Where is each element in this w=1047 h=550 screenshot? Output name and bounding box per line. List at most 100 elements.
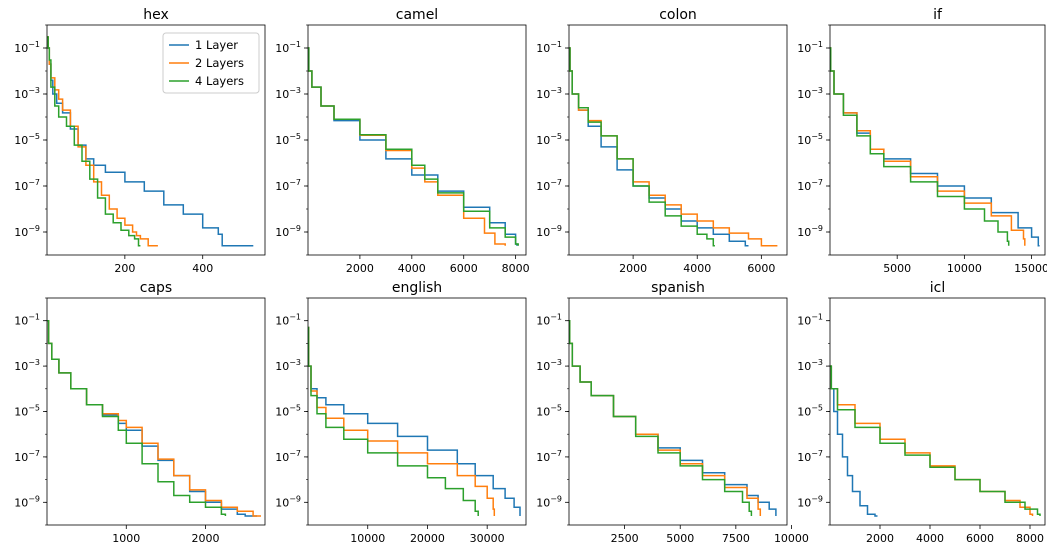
y-tick-label: 10−5 bbox=[797, 132, 823, 147]
x-tick-label: 2000 bbox=[346, 262, 374, 275]
series-line-2-layers bbox=[830, 47, 1026, 246]
x-tick-label: 20000 bbox=[410, 532, 445, 545]
x-tick-label: 2000 bbox=[866, 532, 894, 545]
subplot-camel: camel 10−1 10−3 10−5 10−7 10−9 2000 4000 6000 800… bbox=[275, 7, 529, 275]
subplot-title: hex bbox=[143, 7, 169, 23]
y-tick-label: 10−7 bbox=[14, 178, 40, 193]
y-tick-label: 10−5 bbox=[14, 404, 40, 419]
y-tick-label: 10−3 bbox=[275, 86, 301, 101]
y-tick-label: 10−3 bbox=[14, 358, 40, 373]
series-line-2-layers bbox=[308, 326, 496, 516]
y-tick-label: 10−9 bbox=[275, 494, 301, 509]
x-tick-label: 2000 bbox=[619, 262, 647, 275]
axes-frame bbox=[829, 24, 1046, 256]
axes-frame bbox=[307, 24, 527, 256]
series-line-4-layers bbox=[830, 365, 1041, 516]
y-tick-label: 10−3 bbox=[536, 86, 562, 101]
x-tick-label: 2500 bbox=[611, 532, 639, 545]
subplot-english: english 10−1 10−3 10−5 10−7 10−9 10000 20000 300… bbox=[275, 280, 527, 545]
subplot-caps: caps 10−1 10−3 10−5 10−7 10−9 1000 2000 bbox=[14, 280, 266, 545]
x-tick-label: 6000 bbox=[747, 262, 775, 275]
series-line-4-layers bbox=[47, 319, 227, 516]
x-tick-label: 7500 bbox=[722, 532, 750, 545]
y-tick-label: 10−1 bbox=[14, 40, 40, 55]
x-tick-label: 4000 bbox=[398, 262, 426, 275]
y-tick-label: 10−9 bbox=[14, 494, 40, 509]
series-line-4-layers bbox=[830, 47, 1010, 246]
y-tick-label: 10−7 bbox=[797, 178, 823, 193]
y-tick-label: 10−1 bbox=[797, 40, 823, 55]
y-tick-label: 10−9 bbox=[536, 494, 562, 509]
x-tick-label: 10000 bbox=[947, 262, 982, 275]
y-tick-label: 10−7 bbox=[536, 449, 562, 464]
series-line-4-layers bbox=[308, 326, 479, 516]
x-tick-label: 5000 bbox=[666, 532, 694, 545]
x-tick-label: 10000 bbox=[350, 532, 385, 545]
y-tick-label: 10−1 bbox=[14, 313, 40, 328]
subplot-icl: icl 10−1 10−3 10−5 10−7 10−9 2000 4000 6000 8000 bbox=[797, 280, 1046, 545]
axes-frame bbox=[829, 297, 1046, 526]
axes-frame bbox=[307, 297, 527, 526]
subplot-title: camel bbox=[396, 7, 438, 23]
y-tick-label: 10−3 bbox=[797, 86, 823, 101]
x-tick-label: 200 bbox=[114, 262, 135, 275]
subplot-title: if bbox=[933, 7, 943, 23]
series-line-2-layers bbox=[308, 47, 506, 246]
series-line-2-layers bbox=[47, 319, 261, 517]
y-tick-label: 10−9 bbox=[536, 224, 562, 239]
legend-box bbox=[162, 32, 260, 94]
series-line-4-layers bbox=[47, 36, 141, 247]
x-tick-label: 1000 bbox=[112, 532, 140, 545]
y-tick-label: 10−9 bbox=[797, 494, 823, 509]
legend-label: 4 Layers bbox=[195, 74, 244, 88]
x-tick-label: 8000 bbox=[1016, 532, 1044, 545]
y-tick-label: 10−5 bbox=[797, 404, 823, 419]
subplot-title: spanish bbox=[651, 280, 705, 296]
series-line-1-layer bbox=[308, 47, 518, 246]
series-line-4-layers bbox=[308, 47, 519, 246]
y-tick-label: 10−7 bbox=[275, 449, 301, 464]
x-tick-label: 2000 bbox=[192, 532, 220, 545]
y-tick-label: 10−7 bbox=[275, 178, 301, 193]
subplot-spanish: spanish 10−1 10−3 10−5 10−7 10−9 2500 5000 7500 1… bbox=[536, 280, 809, 545]
x-tick-label: 400 bbox=[192, 262, 213, 275]
subplot-title: caps bbox=[140, 280, 172, 296]
subplot-title: icl bbox=[930, 280, 945, 296]
series-line-1-layer bbox=[308, 326, 521, 516]
y-tick-label: 10−1 bbox=[536, 313, 562, 328]
series-line-1-layer bbox=[830, 365, 878, 517]
x-tick-label: 4000 bbox=[916, 532, 944, 545]
y-tick-label: 10−9 bbox=[14, 224, 40, 239]
y-tick-label: 10−5 bbox=[275, 132, 301, 147]
x-tick-label: 15000 bbox=[1014, 262, 1047, 275]
x-tick-label: 4000 bbox=[683, 262, 711, 275]
y-tick-label: 10−7 bbox=[797, 449, 823, 464]
axes-frame bbox=[568, 297, 788, 526]
y-tick-label: 10−5 bbox=[14, 132, 40, 147]
subplot-title: english bbox=[392, 280, 442, 296]
y-tick-label: 10−7 bbox=[14, 449, 40, 464]
y-tick-label: 10−3 bbox=[797, 358, 823, 373]
y-tick-label: 10−9 bbox=[275, 224, 301, 239]
legend: 1 Layer 2 Layers 4 Layers bbox=[162, 32, 260, 94]
legend-label: 1 Layer bbox=[195, 38, 238, 52]
axes-frame bbox=[46, 297, 266, 526]
series-line-2-layers bbox=[569, 319, 762, 516]
subplot-hex: hex 10−1 10−3 10−5 10−7 10−9 200 400 1 Layer 2 La… bbox=[14, 7, 266, 275]
x-tick-label: 5000 bbox=[883, 262, 911, 275]
y-tick-label: 10−7 bbox=[536, 178, 562, 193]
y-tick-label: 10−1 bbox=[275, 313, 301, 328]
legend-label: 2 Layers bbox=[195, 56, 244, 70]
y-tick-label: 10−5 bbox=[536, 132, 562, 147]
subplot-colon: colon 10−1 10−3 10−5 10−7 10−9 2000 4000 6000 bbox=[536, 7, 788, 275]
x-tick-label: 10000 bbox=[774, 532, 809, 545]
series-line-1-layer bbox=[569, 319, 777, 516]
y-tick-label: 10−9 bbox=[797, 224, 823, 239]
x-tick-label: 6000 bbox=[450, 262, 478, 275]
subplot-if: if 10−1 10−3 10−5 10−7 10−9 5000 10000 15000 bbox=[797, 7, 1047, 275]
y-tick-label: 10−3 bbox=[536, 358, 562, 373]
x-tick-label: 30000 bbox=[470, 532, 505, 545]
series-line-4-layers bbox=[569, 319, 753, 516]
series-line-2-layers bbox=[47, 36, 158, 247]
